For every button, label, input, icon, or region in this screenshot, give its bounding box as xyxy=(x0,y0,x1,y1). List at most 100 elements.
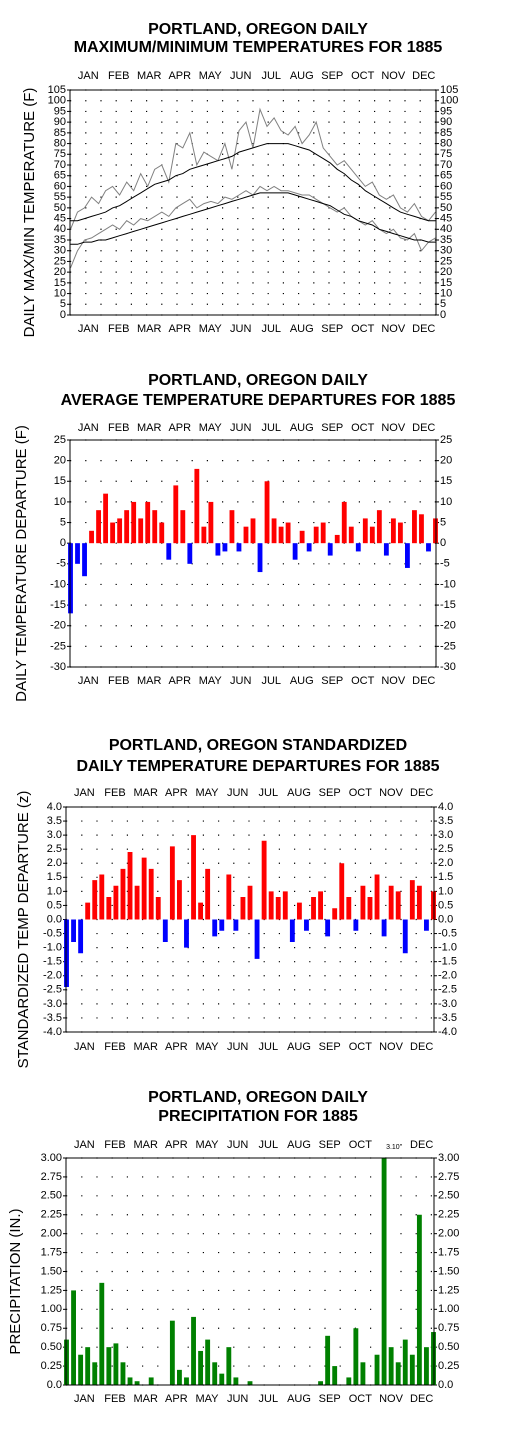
y-tick-label: -4.0 xyxy=(43,1026,62,1038)
y-tick-label: 80 xyxy=(54,137,66,149)
bar xyxy=(318,891,324,920)
bar xyxy=(424,919,429,931)
y-tick-label: 3.5 xyxy=(47,815,62,827)
month-label: JUN xyxy=(227,1393,248,1405)
y-tick-label: 0 xyxy=(60,309,66,321)
month-label: JAN xyxy=(78,323,99,335)
y-tick-label-right: -5 xyxy=(440,558,450,570)
y-tick-label: 0.5 xyxy=(47,899,62,911)
y-axis-label: PRECIPITATION (IN.) xyxy=(7,1208,24,1354)
annotation: 3.10" xyxy=(386,1144,403,1151)
y-tick-label-right: 1.00 xyxy=(438,1303,459,1315)
y-tick-label: 15 xyxy=(54,475,66,487)
month-label: JUN xyxy=(230,323,251,335)
bar xyxy=(296,902,302,920)
bar xyxy=(215,543,221,556)
bar xyxy=(250,518,256,544)
bar xyxy=(360,885,366,920)
y-tick-label: 2.00 xyxy=(41,1228,62,1240)
month-label-top: MAR xyxy=(133,1139,158,1151)
plot-frame xyxy=(69,89,437,316)
y-tick-label: -3.5 xyxy=(43,1012,62,1024)
month-label: SEP xyxy=(321,323,343,335)
y-tick-label: 20 xyxy=(54,266,66,278)
bar xyxy=(141,857,147,920)
month-label: SEP xyxy=(321,675,343,687)
bar xyxy=(412,510,417,544)
y-tick-label-right: 100 xyxy=(440,95,458,107)
y-tick-label-right: 0.75 xyxy=(438,1322,459,1334)
chart-title: DAILY TEMPERATURE DEPARTURES FOR 1885 xyxy=(76,758,439,775)
bar xyxy=(236,543,242,552)
month-label: NOV xyxy=(381,323,406,335)
y-tick-label-right: 3.5 xyxy=(438,815,453,827)
y-tick-label-right: 10 xyxy=(440,496,452,508)
bar xyxy=(360,1362,366,1385)
month-label-top: NOV xyxy=(379,787,404,799)
bar xyxy=(334,534,340,544)
y-tick-label-right: 1.75 xyxy=(438,1246,459,1258)
month-label-top: SEP xyxy=(319,787,341,799)
bar xyxy=(155,897,161,920)
y-tick-label: 1.00 xyxy=(41,1303,62,1315)
y-tick-label-right: 25 xyxy=(440,434,452,446)
bar xyxy=(106,897,112,920)
y-tick-label: 1.5 xyxy=(47,871,62,883)
bar xyxy=(64,919,69,987)
month-label: JUL xyxy=(261,323,281,335)
y-tick-label-right: -2.5 xyxy=(438,984,457,996)
bar xyxy=(92,880,98,920)
month-label: JAN xyxy=(74,1041,95,1053)
y-tick-label: 100 xyxy=(48,95,66,107)
month-label: MAY xyxy=(195,1393,219,1405)
bar xyxy=(271,518,277,544)
bar xyxy=(254,919,260,959)
y-tick-label: 20 xyxy=(54,455,66,467)
month-label-top: APR xyxy=(168,70,191,82)
month-label: MAY xyxy=(195,1041,219,1053)
plot-frame xyxy=(65,1157,435,1386)
y-tick-label-right: 85 xyxy=(440,127,452,139)
bar xyxy=(341,501,347,544)
bar xyxy=(233,1377,239,1385)
month-label: JAN xyxy=(78,675,99,687)
y-tick-label: 2.0 xyxy=(47,857,62,869)
chart-title: PRECIPITATION FOR 1885 xyxy=(158,1108,358,1125)
y-tick-label-right: -10 xyxy=(440,578,456,590)
y-tick-label: 5 xyxy=(60,516,66,528)
month-label: FEB xyxy=(108,675,129,687)
y-tick-label-right: -3.5 xyxy=(438,1012,457,1024)
bar xyxy=(208,501,214,544)
bar xyxy=(355,543,361,552)
y-tick-label-right: 2.5 xyxy=(438,843,453,855)
chart-title: AVERAGE TEMPERATURE DEPARTURES FOR 1885 xyxy=(61,392,456,409)
y-tick-label-right: 105 xyxy=(440,84,458,96)
y-axis-label: DAILY TEMPERATURE DEPARTURE (F) xyxy=(13,425,30,702)
y-tick-label: 0.75 xyxy=(41,1322,62,1334)
y-tick-label-right: 10 xyxy=(440,287,452,299)
month-label: OCT xyxy=(351,323,375,335)
y-tick-label: 85 xyxy=(54,127,66,139)
bar xyxy=(99,874,105,920)
y-tick-label-right: 40 xyxy=(440,223,452,235)
y-tick-label: -0.5 xyxy=(43,927,62,939)
month-label: DEC xyxy=(410,1393,433,1405)
y-tick-label: -5 xyxy=(56,558,66,570)
bar xyxy=(71,919,76,942)
bar xyxy=(402,1339,408,1385)
bar xyxy=(134,885,140,920)
bar xyxy=(162,919,168,942)
y-tick-label: 65 xyxy=(54,170,66,182)
bar xyxy=(243,526,249,544)
bar xyxy=(166,543,172,560)
bar xyxy=(313,526,319,544)
y-tick-label-right: -4.0 xyxy=(438,1026,457,1038)
bar xyxy=(367,897,373,920)
bar xyxy=(339,863,345,920)
bar xyxy=(131,501,137,544)
bar xyxy=(278,526,284,544)
y-tick-label: 15 xyxy=(54,277,66,289)
y-tick-label-right: 0 xyxy=(440,537,446,549)
month-label: SEP xyxy=(319,1393,341,1405)
